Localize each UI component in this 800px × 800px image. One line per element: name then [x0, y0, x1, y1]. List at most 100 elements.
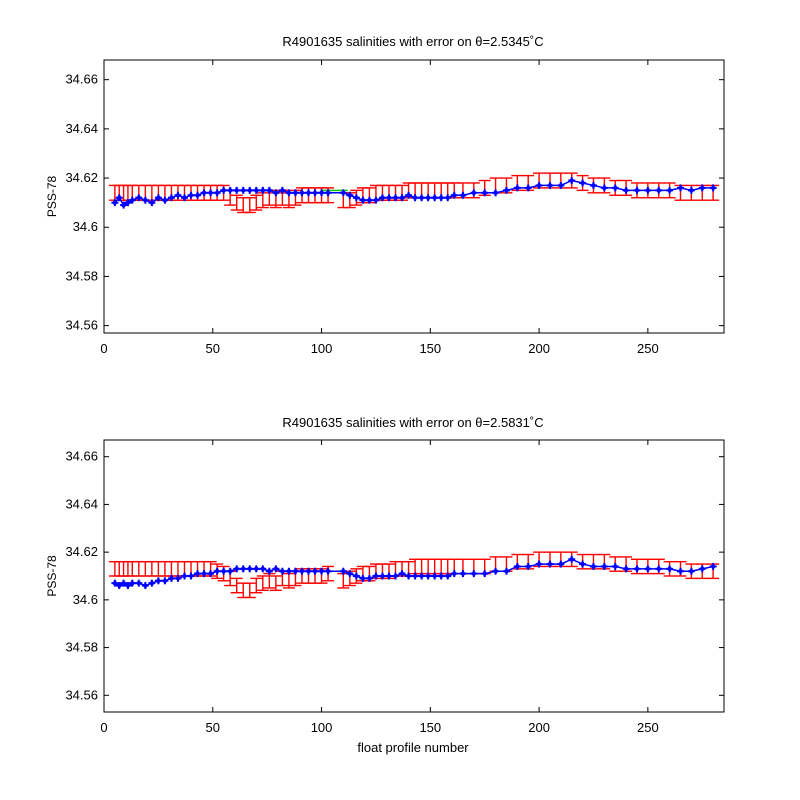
marker-dot — [667, 188, 672, 193]
marker-dot — [208, 190, 213, 196]
marker-dot — [386, 573, 392, 579]
marker-dot — [267, 569, 272, 574]
marker-dot — [591, 564, 596, 569]
marker-dot — [710, 564, 716, 569]
marker-dot — [169, 195, 174, 200]
measured-point — [535, 560, 543, 568]
marker-dot — [504, 188, 509, 193]
marker-dot — [656, 566, 661, 572]
measured-point — [285, 189, 293, 197]
marker-dot — [452, 571, 457, 576]
measured-point — [444, 194, 452, 202]
measured-point — [633, 565, 641, 573]
marker-dot — [634, 566, 640, 572]
measured-point — [154, 577, 162, 585]
marker-dot — [678, 569, 683, 574]
calibrated-error-bar — [269, 575, 282, 592]
x-tick-label: 0 — [100, 341, 107, 356]
marker-dot — [399, 195, 405, 200]
marker-dot — [493, 190, 498, 196]
measured-point — [450, 191, 458, 199]
measured-point — [398, 570, 406, 578]
x-tick-label: 250 — [637, 720, 659, 735]
measured-point — [600, 184, 608, 192]
measured-point — [346, 570, 354, 578]
x-tick-label: 0 — [100, 720, 107, 735]
measured-point — [385, 194, 393, 202]
marker-dot — [645, 566, 651, 572]
measured-point — [135, 194, 143, 202]
measured-point — [365, 196, 373, 204]
x-tick-label: 150 — [419, 341, 441, 356]
marker-dot — [188, 193, 194, 198]
measured-point — [352, 194, 360, 202]
measured-point — [524, 562, 532, 570]
panel-1: R4901635 salinities with error on θ=2.53… — [45, 34, 725, 356]
marker-dot — [347, 193, 353, 198]
marker-dot — [221, 569, 226, 574]
y-tick-label: 34.66 — [65, 72, 98, 87]
marker-dot — [373, 573, 379, 579]
marker-dot — [558, 561, 564, 567]
marker-dot — [188, 573, 194, 579]
marker-dot — [515, 185, 520, 191]
measured-point — [424, 572, 432, 580]
measured-point — [324, 567, 332, 575]
measured-point — [115, 582, 123, 590]
measured-point — [298, 189, 306, 197]
measured-point — [246, 186, 254, 194]
marker-dot — [156, 195, 161, 200]
measured-point — [513, 562, 521, 570]
measured-point — [666, 565, 674, 573]
measured-point — [111, 579, 119, 587]
measured-point — [120, 201, 128, 209]
marker-dot — [700, 566, 705, 572]
marker-dot — [393, 195, 398, 200]
marker-dot — [214, 569, 220, 574]
marker-dot — [380, 195, 385, 200]
measured-point — [405, 572, 413, 580]
measured-point — [622, 186, 630, 194]
marker-dot — [201, 571, 207, 576]
marker-dot — [162, 578, 168, 583]
marker-dot — [547, 183, 553, 188]
marker-dot — [452, 193, 457, 198]
measured-point — [304, 567, 312, 575]
measured-point — [233, 186, 241, 194]
measured-point — [365, 574, 373, 582]
marker-dot — [149, 580, 155, 586]
marker-dot — [393, 573, 398, 579]
marker-dot — [536, 561, 542, 567]
marker-dot — [380, 573, 385, 579]
measured-point — [655, 186, 663, 194]
panel-2-ylabel: PSS-78 — [45, 555, 59, 597]
measured-point — [431, 194, 439, 202]
calibrated-error-bar — [230, 577, 243, 594]
marker-dot — [306, 190, 311, 196]
measured-point — [148, 579, 156, 587]
measured-point — [431, 572, 439, 580]
measured-point — [502, 186, 510, 194]
marker-dot — [700, 185, 705, 191]
measured-point — [278, 567, 286, 575]
marker-dot — [569, 557, 574, 562]
measured-point — [167, 574, 175, 582]
measured-point — [411, 572, 419, 580]
measured-point — [687, 567, 695, 575]
x-tick-label: 150 — [419, 720, 441, 735]
marker-dot — [130, 197, 135, 203]
measured-point — [187, 191, 195, 199]
measured-point — [187, 572, 195, 580]
marker-dot — [445, 573, 450, 579]
measured-point — [200, 570, 208, 578]
marker-dot — [143, 197, 148, 203]
marker-dot — [347, 571, 353, 576]
measured-point — [115, 194, 123, 202]
panel-1-marks — [108, 172, 720, 214]
measured-point — [213, 189, 221, 197]
marker-dot — [412, 195, 418, 200]
marker-dot — [432, 573, 437, 579]
marker-dot — [121, 580, 126, 586]
measured-point — [226, 186, 234, 194]
